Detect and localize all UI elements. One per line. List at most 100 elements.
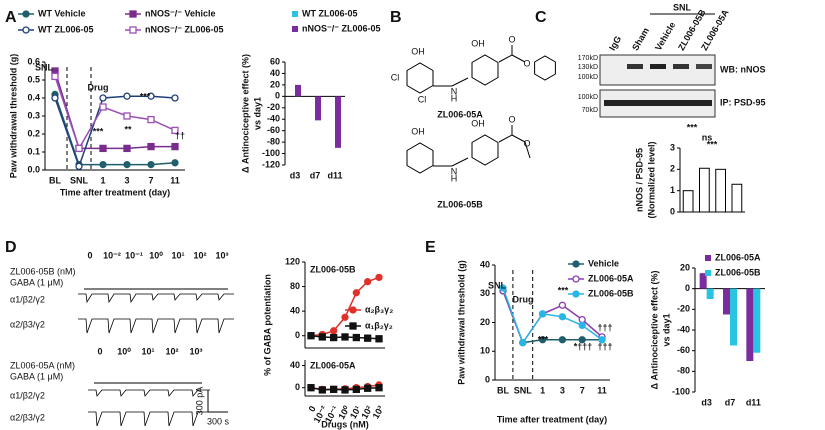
atom-label: OH [411, 46, 425, 56]
series-line [54, 95, 176, 169]
y-tick-label: 2 [670, 164, 675, 174]
point [330, 333, 338, 342]
group-label: SNL [673, 2, 692, 12]
y-axis-label: vs day1 [661, 313, 671, 346]
y-tick-label: 0 [295, 382, 300, 392]
probe-label: WB: nNOS [720, 64, 766, 74]
bar [699, 167, 710, 213]
x-tick-label: BL [497, 385, 509, 395]
structure-name: ZL006-05A [437, 109, 483, 119]
x-tick-label: d3 [701, 397, 712, 407]
x-tick-label: d11 [746, 397, 761, 407]
y-tick-label: 3 [670, 142, 675, 152]
bar [335, 96, 341, 148]
y-tick-label: 30 [480, 288, 490, 298]
probe-label: IP: PSD-95 [720, 97, 766, 107]
x-tick-label: 1 [100, 175, 105, 185]
band [673, 64, 689, 69]
point [558, 336, 567, 344]
point [499, 284, 507, 292]
x-tick-label: 11 [170, 175, 180, 185]
y-tick-label: -60 [677, 345, 690, 355]
y-tick-label: 0 [685, 283, 690, 293]
structure-name: ZL006-05B [437, 199, 483, 209]
bar [315, 96, 321, 121]
bar [706, 288, 714, 299]
y-tick-label: 0.1 [27, 146, 40, 156]
point [99, 94, 107, 102]
band [696, 64, 712, 69]
y-axis-label: Δ Antinociceptive effect (%) [240, 54, 250, 173]
dose-label: 10¹ [141, 346, 154, 356]
y-tick-label: 0 [485, 374, 490, 384]
dose-label: 10³ [189, 346, 202, 356]
legend-label: WT Vehicle [38, 8, 86, 18]
point [123, 160, 131, 169]
x-axis-label: Time after treatment (day) [497, 414, 607, 424]
annotation: SNL [488, 280, 507, 290]
x-tick-label: d7 [725, 397, 736, 407]
point [75, 144, 83, 153]
y-axis-label: vs day1 [252, 97, 262, 130]
point [147, 142, 155, 151]
annotation: †† [175, 130, 185, 140]
y-tick-label: 40 [270, 68, 280, 78]
y-tick-label: 0.0 [27, 164, 40, 174]
point [341, 333, 349, 341]
point [330, 327, 338, 335]
point [375, 273, 383, 282]
receptor-label: α2/β3/γ2 [10, 412, 45, 422]
atom-label: N [451, 86, 458, 96]
y-tick-label: 20 [270, 79, 280, 89]
point [341, 313, 349, 321]
dose-label: 0 [97, 346, 102, 356]
point [147, 92, 155, 100]
legend-label: α₂β₃γ₂ [365, 304, 393, 314]
point [171, 94, 179, 102]
y-tick-label: -120 [262, 159, 280, 169]
panel-letter: D [5, 239, 17, 256]
dose-label: 10⁰ [117, 346, 131, 356]
legend-swatch [705, 270, 711, 276]
point [123, 92, 131, 100]
atom-label: OH [471, 118, 485, 128]
legend-swatch [292, 11, 298, 17]
atom-label: O [508, 34, 515, 44]
atom-label: O [508, 114, 515, 124]
legend-marker [129, 26, 137, 34]
y-axis-label: Paw withdrawal threshold (g) [8, 54, 18, 179]
trace [88, 411, 210, 427]
ring [471, 54, 499, 86]
bar [715, 168, 726, 213]
atom-label: O [523, 58, 530, 68]
y-tick-label: -40 [267, 114, 280, 124]
drug-label: ZL006-05A (nM) [10, 360, 75, 370]
x-axis-label: Drugs (nM) [321, 419, 369, 429]
x-tick-label: SNL [70, 175, 89, 185]
y-tick-label: 1 [670, 185, 675, 195]
legend-marker [572, 260, 580, 268]
atom-label: OH [411, 126, 425, 136]
blot [599, 13, 716, 118]
annotation: *** [140, 91, 151, 101]
point [147, 115, 155, 124]
scale-label: 300 s [207, 416, 230, 426]
band [650, 64, 666, 69]
subplot-title: ZL006-05A [310, 360, 356, 370]
y-tick-label: 20 [680, 262, 690, 272]
legend-label: WT ZL006-05 [302, 8, 358, 18]
y-tick-label: -40 [677, 324, 690, 334]
point [341, 386, 349, 394]
atom-label: Cl [418, 94, 427, 104]
panel-letter: B [390, 9, 402, 26]
annotation: ††† [597, 322, 612, 332]
y-axis-label: (Normalized level) [646, 141, 656, 218]
y-tick-label: 20 [480, 317, 490, 327]
legend-label: Vehicle [588, 258, 619, 268]
legend-marker [349, 322, 357, 330]
trace [78, 318, 234, 334]
point [364, 384, 372, 392]
legend-marker [22, 26, 30, 34]
scale-bar [207, 390, 228, 413]
